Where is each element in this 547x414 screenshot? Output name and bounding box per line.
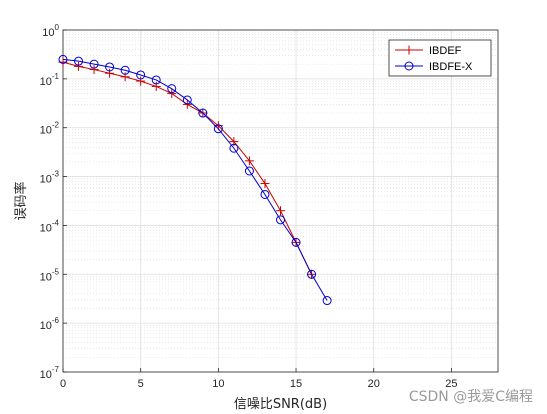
legend-marker-circle — [404, 61, 414, 71]
data-point — [276, 206, 285, 216]
data-point — [151, 75, 161, 85]
legend-marker — [404, 61, 414, 71]
data-point — [136, 76, 146, 86]
data-point — [120, 65, 130, 75]
data-point — [105, 62, 115, 72]
data-point — [198, 108, 208, 118]
legend-marker-plus — [404, 45, 414, 55]
series-ibdfe-x — [58, 54, 332, 306]
legend: IBDEF IBDFE-X — [388, 39, 492, 77]
data-point — [244, 166, 254, 176]
y-tick-label: 10-2 — [40, 121, 60, 137]
data-point — [291, 237, 301, 247]
data-point — [105, 68, 115, 78]
data-point — [260, 189, 270, 199]
series-line — [62, 58, 328, 301]
y-tick-label: 100 — [42, 23, 59, 39]
data-point — [167, 89, 177, 99]
data-point — [89, 59, 99, 69]
x-tick-labels: 0 5 10 15 20 25 — [60, 368, 458, 390]
watermark: CSDN @我爱C编程 — [408, 389, 533, 405]
y-tick-label: 10-7 — [40, 365, 60, 381]
y-tick-label: 10-3 — [40, 170, 60, 186]
minor-grid — [63, 31, 498, 358]
legend-box — [388, 39, 492, 77]
plot-frame — [62, 29, 499, 373]
data-point — [74, 56, 84, 66]
x-axis-label: 信噪比SNR(dB) — [234, 397, 327, 412]
x-tick-label: 15 — [290, 378, 302, 390]
data-point — [89, 65, 99, 75]
legend-label-ibdef: IBDEF — [429, 45, 462, 57]
x-tick-label: 25 — [445, 378, 457, 390]
data-point — [260, 179, 270, 189]
legend-label-ibdfe-x: IBDFE-X — [429, 61, 473, 73]
data-point — [182, 95, 192, 105]
data-point — [322, 296, 332, 306]
data-point — [167, 84, 177, 94]
data-point — [58, 54, 68, 64]
y-tick-label: 10-5 — [40, 267, 60, 283]
x-tick-label: 5 — [138, 378, 144, 390]
data-point — [276, 215, 285, 225]
data-point — [151, 81, 161, 91]
data-point — [136, 70, 146, 80]
y-tick-labels: 100 10-1 10-2 10-3 10-4 10-5 10-6 10-7 — [40, 23, 67, 381]
series-layer — [58, 54, 332, 306]
x-tick-label: 0 — [60, 378, 66, 390]
legend-marker — [404, 45, 414, 55]
y-tick-label: 10-1 — [40, 72, 60, 88]
x-tick-label: 20 — [368, 378, 380, 390]
data-point — [74, 61, 84, 71]
x-tick-label: 10 — [212, 378, 224, 390]
y-tick-label: 10-6 — [40, 316, 60, 332]
data-point — [213, 124, 223, 134]
data-point — [307, 269, 317, 279]
data-point — [229, 143, 239, 153]
data-point — [244, 156, 254, 166]
y-tick-label: 10-4 — [40, 218, 60, 234]
y-axis-label: 误码率 — [13, 181, 29, 220]
plot-area — [63, 30, 498, 372]
